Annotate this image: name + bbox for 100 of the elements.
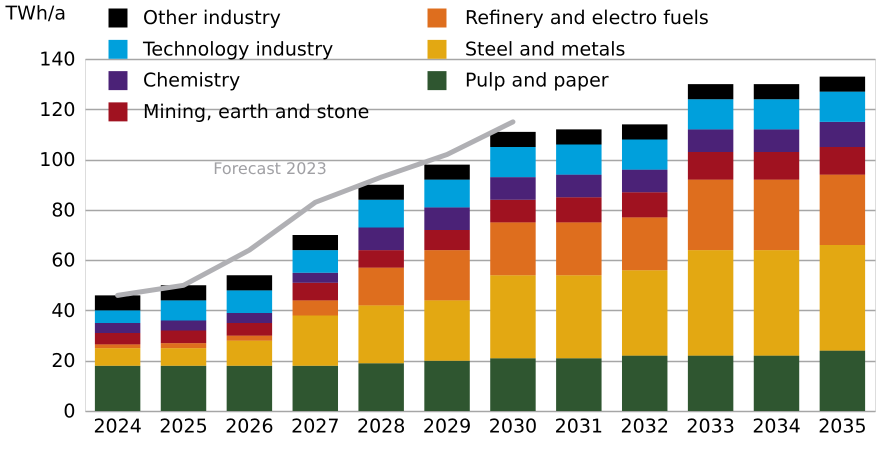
y-tick-label: 100 xyxy=(39,149,76,172)
bar xyxy=(160,300,206,320)
bar xyxy=(424,230,470,250)
bar xyxy=(622,124,668,140)
x-tick-label: 2025 xyxy=(159,416,208,438)
bar xyxy=(94,348,140,366)
bar xyxy=(490,177,536,200)
bar xyxy=(622,139,668,170)
bar xyxy=(292,300,338,316)
bar xyxy=(820,147,866,175)
bar xyxy=(424,180,470,208)
y-tick-label: 60 xyxy=(51,250,76,272)
legend-label: Refinery and electro fuels xyxy=(465,7,709,29)
bar xyxy=(688,250,734,356)
bar xyxy=(94,333,140,344)
x-tick-label: 2027 xyxy=(291,416,340,438)
bar xyxy=(754,356,800,411)
bar xyxy=(358,227,404,250)
bar xyxy=(688,129,734,152)
bar xyxy=(94,295,140,310)
bar xyxy=(94,323,140,334)
bar xyxy=(754,99,800,130)
y-tick-label: 0 xyxy=(63,400,76,422)
y-tick-label: 80 xyxy=(51,199,76,222)
bar xyxy=(490,358,536,411)
bar xyxy=(754,84,800,100)
bar xyxy=(358,200,404,228)
bar xyxy=(358,250,404,268)
bar xyxy=(820,76,866,92)
bar xyxy=(94,310,140,323)
bar xyxy=(226,275,272,290)
bar xyxy=(160,343,206,348)
bar xyxy=(292,272,338,283)
legend-label: Steel and metals xyxy=(465,38,626,60)
bar xyxy=(556,358,602,411)
bar xyxy=(556,144,602,175)
bar xyxy=(292,282,338,300)
bar xyxy=(226,336,272,341)
x-tick-label: 2035 xyxy=(818,416,867,438)
bar xyxy=(622,356,668,411)
bar xyxy=(226,323,272,336)
bar xyxy=(160,330,206,344)
bar xyxy=(820,350,866,411)
bar xyxy=(688,356,734,411)
bar xyxy=(820,245,866,351)
bar xyxy=(820,174,866,246)
bar xyxy=(358,363,404,411)
legend-label: Other industry xyxy=(143,7,281,29)
bar xyxy=(424,207,470,230)
bar xyxy=(688,180,734,250)
x-tick-label: 2029 xyxy=(422,416,472,438)
bar xyxy=(226,340,272,366)
y-tick-label: 20 xyxy=(51,350,76,372)
bar xyxy=(160,348,206,366)
bar xyxy=(688,99,734,130)
bar xyxy=(292,366,338,411)
bar xyxy=(424,300,470,361)
bar xyxy=(688,84,734,100)
bar xyxy=(490,147,536,178)
y-tick-label: 140 xyxy=(39,48,76,70)
bar xyxy=(754,180,800,250)
x-tick-label: 2030 xyxy=(488,416,538,438)
legend-label: Pulp and paper xyxy=(465,70,609,92)
bar xyxy=(160,366,206,411)
bar xyxy=(292,250,338,273)
x-tick-label: 2028 xyxy=(356,416,406,438)
bar xyxy=(160,320,206,331)
bar xyxy=(622,270,668,356)
y-tick-label: 40 xyxy=(51,300,76,322)
bar xyxy=(820,122,866,147)
bar xyxy=(226,290,272,313)
bar xyxy=(556,197,602,222)
x-tick-label: 2033 xyxy=(686,416,735,438)
y-tick-label: 120 xyxy=(39,98,76,121)
bar xyxy=(490,132,536,147)
x-tick-label: 2026 xyxy=(225,416,274,438)
bar xyxy=(820,92,866,122)
bar xyxy=(358,184,404,200)
bar xyxy=(490,222,536,276)
bar xyxy=(754,152,800,180)
y-axis-title: TWh/a xyxy=(4,2,66,24)
bar xyxy=(292,235,338,250)
bar xyxy=(358,305,404,364)
legend-label: Chemistry xyxy=(143,70,240,92)
bar xyxy=(424,164,470,180)
bar xyxy=(424,250,470,300)
bar xyxy=(94,366,140,411)
bar xyxy=(226,312,272,323)
bar xyxy=(556,174,602,198)
bar xyxy=(556,222,602,276)
bar xyxy=(622,170,668,192)
bar xyxy=(622,217,668,270)
bar xyxy=(292,315,338,366)
x-tick-label: 2031 xyxy=(554,416,604,438)
bar xyxy=(490,275,536,358)
bar xyxy=(754,129,800,152)
bar xyxy=(226,366,272,411)
bar xyxy=(688,152,734,180)
x-tick-label: 2032 xyxy=(620,416,669,438)
x-tick-label: 2034 xyxy=(752,416,801,438)
